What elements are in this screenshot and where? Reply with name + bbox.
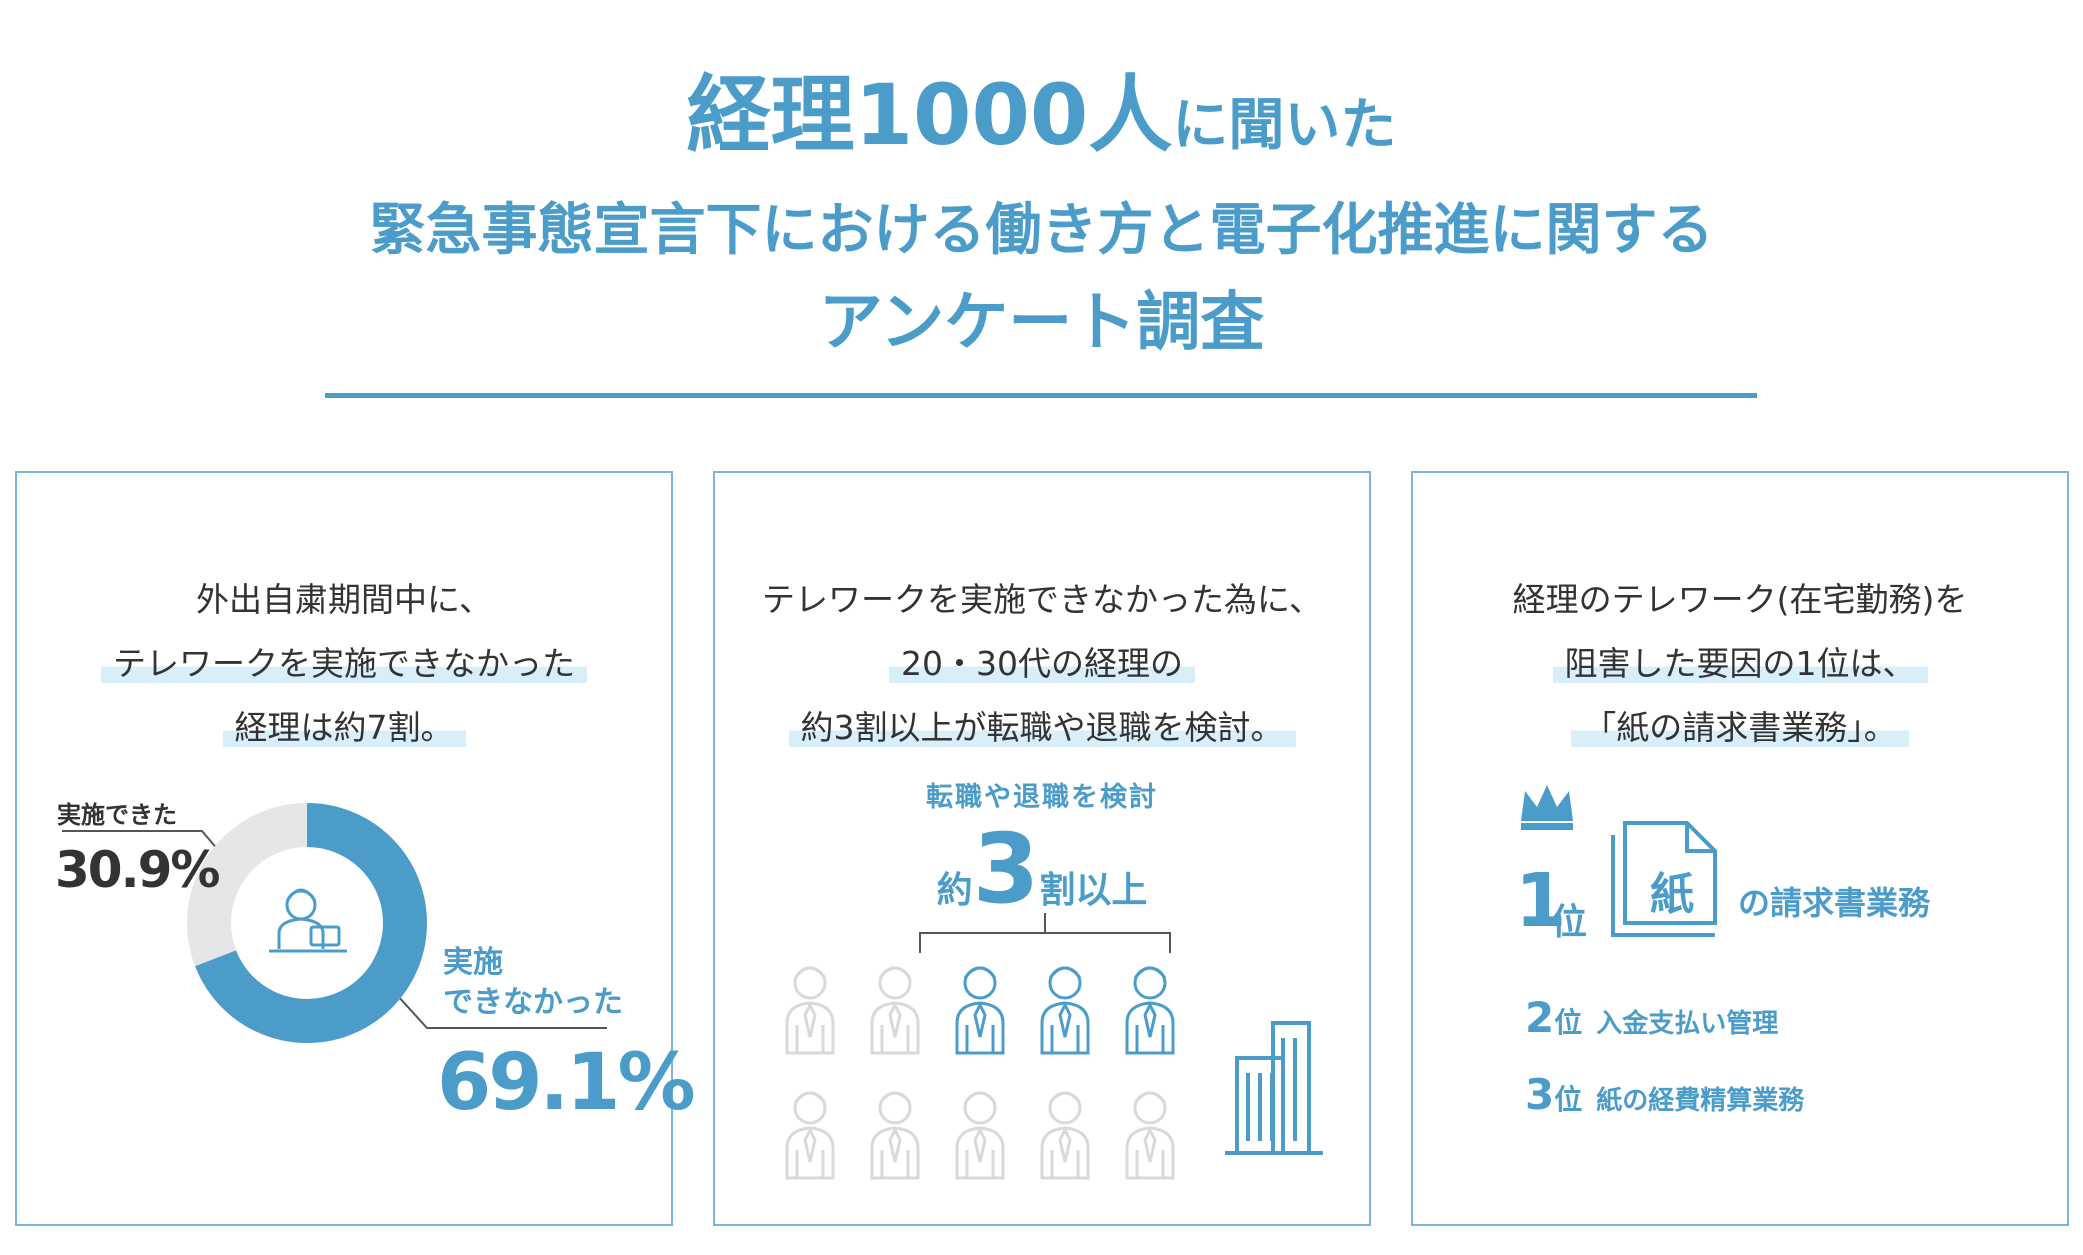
- office-building-icon: [1225, 1021, 1323, 1155]
- rank1-number: 1: [1515, 858, 1567, 944]
- person-icon: [1040, 1091, 1090, 1180]
- survey-title: 経理1000人に聞いた 緊急事態宣言下における働き方と電子化推進に関する アンケ…: [0, 60, 2083, 371]
- title-line-2: 緊急事態宣言下における働き方と電子化推進に関する: [369, 198, 1714, 263]
- panel1-headline-line1: 外出自粛期間中に、: [195, 580, 492, 619]
- panel2-headline-line1: テレワークを実施できなかった為に、: [761, 580, 1322, 619]
- rank1-icon-text: 紙: [1650, 869, 1694, 920]
- title-suffix: に聞いた: [1172, 93, 1397, 158]
- implemented-percentage: 30.9%: [55, 841, 220, 899]
- not-implemented-label-line1: 実施: [443, 945, 503, 980]
- implemented-label: 実施できた: [57, 801, 177, 829]
- not-implemented-percentage: 69.1%: [437, 1038, 696, 1128]
- paper-document-icon: [1611, 821, 1717, 937]
- not-implemented-label-line2: できなかった: [443, 985, 623, 1020]
- panel2-headline-line2: 20・30代の経理の: [889, 644, 1195, 683]
- rank3-position: 位: [1554, 1083, 1583, 1116]
- rank2-label: 入金支払い管理: [1596, 1009, 1779, 1039]
- job-change-caption: 転職や退職を検討: [926, 782, 1158, 813]
- panel2-headline: テレワークを実施できなかった為に、 20・30代の経理の 約3割以上が転職や退職…: [715, 568, 1369, 760]
- person-icon: [870, 1091, 920, 1180]
- person-icon: [785, 966, 835, 1055]
- rank1-position: 位: [1551, 902, 1588, 943]
- person-icon: [785, 1091, 835, 1180]
- rank2-row: 2位 入金支払い管理: [1525, 993, 1778, 1042]
- panel1-headline: 外出自粛期間中に、 テレワークを実施できなかった 経理は約7割。: [17, 568, 671, 760]
- job-change-stat: 約3割以上: [715, 813, 1369, 925]
- person-highlighted-icon: [1125, 966, 1175, 1055]
- stat-prefix: 約: [936, 870, 973, 911]
- title-line-3: アンケート調査: [818, 286, 1265, 360]
- rank1-label: の請求書業務: [1738, 884, 1931, 922]
- donut-chart: [187, 803, 427, 1043]
- title-line-1: 経理1000人に聞いた: [0, 60, 2083, 181]
- panel1-headline-line2: テレワークを実施できなかった: [101, 644, 587, 683]
- rank2-position: 位: [1554, 1006, 1583, 1039]
- stat-number: 3: [972, 813, 1040, 925]
- person-icon: [870, 966, 920, 1055]
- highlight-bracket: [919, 932, 1171, 953]
- panel3-headline-line1: 経理のテレワーク(在宅勤務)を: [1512, 580, 1968, 619]
- rank1-graphics: [1521, 785, 1717, 937]
- person-highlighted-icon: [955, 966, 1005, 1055]
- worker-at-laptop-icon: [269, 888, 347, 953]
- person-icon: [1125, 1091, 1175, 1180]
- panel2-headline-line3: 約3割以上が転職や退職を検討。: [788, 708, 1296, 747]
- panel1-headline-line3: 経理は約7割。: [222, 708, 466, 747]
- panel3-headline-line3: 「紙の請求書業務」。: [1571, 708, 1909, 747]
- rank3-label: 紙の経費精算業務: [1596, 1086, 1805, 1116]
- people-grid: [785, 913, 1323, 1180]
- panel-job-change: テレワークを実施できなかった為に、 20・30代の経理の 約3割以上が転職や退職…: [713, 471, 1371, 1226]
- title-main: 経理1000人: [686, 66, 1173, 164]
- panel-obstacle-ranking: 経理のテレワーク(在宅勤務)を 阻害した要因の1位は、 「紙の請求書業務」。 1…: [1411, 471, 2069, 1226]
- panel3-headline-line2: 阻害した要因の1位は、: [1552, 644, 1928, 683]
- panel3-headline: 経理のテレワーク(在宅勤務)を 阻害した要因の1位は、 「紙の請求書業務」。: [1413, 568, 2067, 760]
- rank2-number: 2: [1525, 993, 1555, 1042]
- crown-icon: [1521, 785, 1573, 830]
- panel-telework-rate: 外出自粛期間中に、 テレワークを実施できなかった 経理は約7割。 実施できた 3…: [15, 471, 696, 1226]
- rank3-row: 3位 紙の経費精算業務: [1525, 1070, 1804, 1119]
- title-divider: [325, 393, 1757, 398]
- person-icon: [955, 1091, 1005, 1180]
- donut-not-implemented-segment: [187, 803, 427, 1043]
- stat-suffix: 割以上: [1039, 870, 1148, 911]
- person-highlighted-icon: [1040, 966, 1090, 1055]
- rank3-number: 3: [1525, 1070, 1555, 1119]
